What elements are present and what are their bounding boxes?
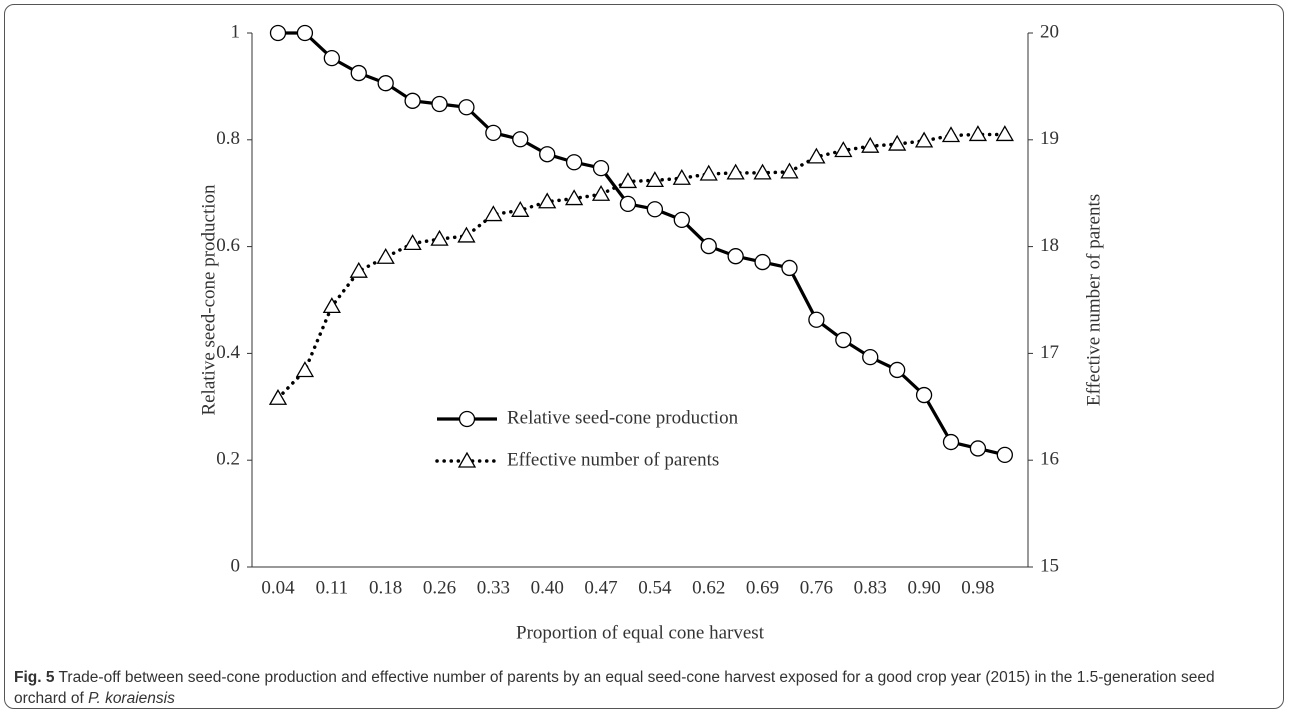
point-marker [941, 126, 961, 143]
y-axis-title: Relative seed-cone production [198, 184, 219, 416]
x-tick-label: 0.33 [477, 577, 510, 598]
x-tick-label: 0.83 [854, 577, 887, 598]
point-marker [646, 201, 664, 218]
point-marker [322, 297, 341, 314]
series-line [278, 31, 1006, 457]
point-marker [512, 131, 529, 148]
point-marker [511, 200, 530, 217]
y-tick-label: 0.4 [216, 342, 240, 363]
y2-tick-label: 18 [1040, 235, 1059, 256]
point-marker [431, 95, 448, 113]
series-line [276, 132, 1007, 401]
point-marker [888, 134, 907, 151]
point-marker [699, 164, 718, 181]
point-marker [914, 131, 934, 148]
point-marker [889, 361, 906, 379]
point-marker [564, 189, 584, 206]
y2-axis-title: Effective number of parents [1083, 194, 1104, 406]
point-marker [942, 433, 960, 451]
point-marker [834, 141, 853, 158]
point-marker [780, 162, 799, 179]
point-marker [861, 136, 880, 153]
y-tick-label: 0.2 [216, 449, 240, 470]
point-marker [996, 446, 1013, 464]
x-tick-label: 0.90 [907, 577, 940, 598]
point-marker [592, 159, 610, 177]
point-marker [781, 259, 798, 277]
point-marker [538, 192, 557, 209]
point-marker [403, 234, 422, 251]
y-tick-label: 0.6 [216, 235, 240, 256]
point-marker [835, 331, 852, 349]
point-marker [726, 163, 745, 180]
legend-marker [457, 451, 477, 468]
point-marker [807, 147, 826, 164]
point-marker [485, 124, 502, 142]
point-marker [619, 195, 637, 213]
point-marker [753, 163, 772, 180]
x-tick-label: 0.76 [800, 577, 833, 598]
point-marker [457, 226, 476, 243]
caption-species: P. koraiensis [88, 690, 175, 707]
x-tick-label: 0.98 [961, 577, 994, 598]
point-marker [645, 171, 665, 188]
point-marker [969, 440, 987, 457]
x-tick-label: 0.40 [531, 577, 564, 598]
caption: Fig. 5 Trade-off between seed-cone produ… [14, 667, 1269, 709]
caption-label: Fig. 5 [14, 669, 55, 686]
x-tick-label: 0.11 [316, 577, 349, 598]
y-tick-label: 0 [231, 555, 241, 576]
point-marker [754, 253, 771, 271]
point-marker [268, 388, 288, 405]
x-tick-label: 0.69 [746, 577, 779, 598]
y2-tick-label: 17 [1040, 342, 1059, 363]
x-tick-label: 0.47 [584, 577, 617, 598]
point-marker [968, 125, 988, 142]
x-tick-label: 0.26 [423, 577, 456, 598]
y-tick-label: 0.8 [216, 128, 240, 149]
point-marker [404, 92, 421, 109]
point-marker [808, 311, 825, 328]
point-marker [539, 146, 556, 163]
x-tick-label: 0.62 [692, 577, 725, 598]
point-marker [458, 99, 475, 116]
x-axis-title: Proportion of equal cone harvest [516, 622, 765, 643]
x-tick-label: 0.54 [638, 577, 672, 598]
figure-frame [4, 4, 1284, 709]
y2-tick-label: 20 [1040, 21, 1059, 42]
point-marker [915, 386, 933, 404]
point-marker [376, 247, 395, 264]
x-tick-label: 0.04 [261, 577, 295, 598]
chart: Relative seed-cone production Effective … [198, 21, 1104, 643]
point-marker [995, 125, 1014, 142]
point-marker [377, 75, 394, 92]
x-tick-label: 0.18 [369, 577, 402, 598]
y-tick-label: 1 [231, 21, 241, 42]
point-marker [618, 172, 638, 189]
point-marker [673, 211, 690, 229]
point-marker [269, 24, 287, 42]
legend-label: Relative seed-cone production [507, 407, 739, 428]
y2-tick-label: 19 [1040, 128, 1059, 149]
legend-label: Effective number of parents [507, 449, 719, 470]
point-marker [862, 348, 879, 366]
point-marker [565, 154, 583, 171]
point-marker [484, 205, 503, 222]
point-marker [727, 248, 744, 265]
legend-marker [458, 410, 476, 428]
point-marker [672, 168, 691, 185]
point-marker [430, 229, 449, 246]
point-marker [591, 184, 611, 201]
point-marker [296, 24, 314, 42]
y2-tick-label: 16 [1040, 449, 1059, 470]
point-marker [349, 261, 368, 278]
point-marker [295, 361, 315, 378]
caption-text: Trade-off between seed-cone production a… [14, 669, 1215, 707]
point-marker [323, 49, 340, 67]
y2-tick-label: 15 [1040, 555, 1059, 576]
point-marker [700, 237, 717, 255]
point-marker [350, 64, 367, 82]
